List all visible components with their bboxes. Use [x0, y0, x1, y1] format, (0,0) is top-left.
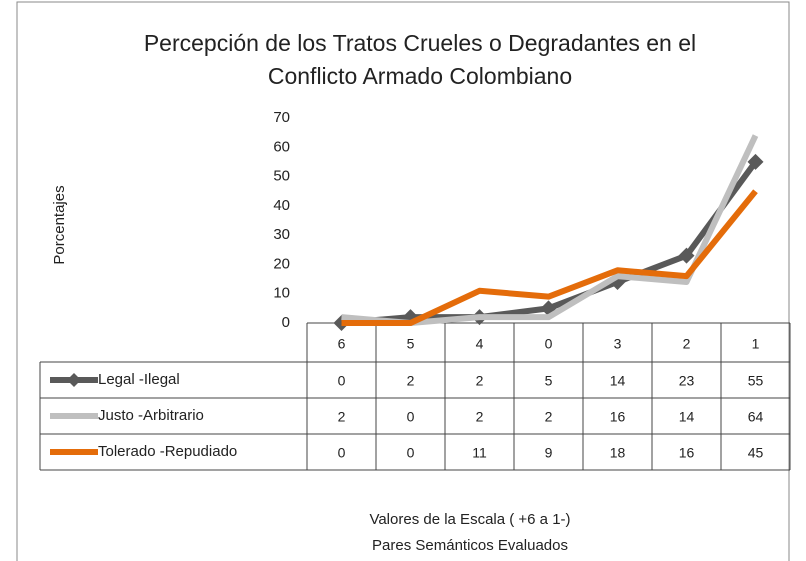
legend-label: Justo -Arbitrario: [98, 407, 204, 424]
table-value: 2: [545, 409, 553, 425]
legend-marker: [67, 373, 81, 387]
table-value: 64: [748, 409, 764, 425]
x-tick-label: 2: [683, 336, 691, 352]
x-axis-title: Valores de la Escala ( +6 a 1-): [369, 511, 570, 528]
table-value: 2: [476, 373, 484, 389]
x-tick-label: 1: [752, 336, 760, 352]
y-axis-title: Porcentajes: [51, 185, 68, 264]
table-value: 16: [610, 409, 626, 425]
y-tick-label: 40: [273, 197, 290, 214]
table-value: 2: [338, 409, 346, 425]
table-value: 11: [472, 445, 487, 461]
x-tick-label: 5: [407, 336, 415, 352]
y-tick-label: 60: [273, 138, 290, 155]
x-tick-label: 3: [614, 336, 622, 352]
table-value: 55: [748, 373, 764, 389]
table-value: 0: [407, 409, 415, 425]
y-tick-label: 50: [273, 168, 290, 185]
legend-label: Legal -Ilegal: [98, 371, 180, 388]
table-value: 18: [610, 445, 626, 461]
series-line: [341, 189, 758, 326]
table-value: 14: [610, 373, 626, 389]
legend-label: Tolerado -Repudiado: [98, 443, 237, 460]
table-value: 2: [407, 373, 415, 389]
x-tick-label: 4: [476, 336, 484, 352]
y-tick-label: 30: [273, 226, 290, 243]
table-value: 14: [679, 409, 695, 425]
x-tick-label: 6: [338, 336, 346, 352]
table-value: 16: [679, 445, 695, 461]
table-value: 9: [545, 445, 553, 461]
table-value: 0: [407, 445, 415, 461]
y-tick-label: 20: [273, 255, 290, 272]
chart-title: Percepción de los Tratos Crueles o Degra…: [144, 30, 696, 56]
table-value: 45: [748, 445, 764, 461]
chart-title: Conflicto Armado Colombiano: [268, 63, 572, 89]
y-tick-label: 0: [282, 314, 290, 331]
table-value: 0: [338, 373, 346, 389]
y-tick-label: 10: [273, 285, 290, 302]
x-axis-title: Pares Semánticos Evaluados: [372, 537, 568, 554]
table-value: 0: [338, 445, 346, 461]
series-marker: [747, 153, 764, 170]
table-value: 2: [476, 409, 484, 425]
y-tick-label: 70: [273, 109, 290, 126]
x-tick-label: 0: [545, 336, 553, 352]
table-value: 5: [545, 373, 553, 389]
chart-frame: [16, 1, 790, 561]
series-marker: [678, 247, 695, 264]
table-value: 23: [679, 373, 695, 389]
